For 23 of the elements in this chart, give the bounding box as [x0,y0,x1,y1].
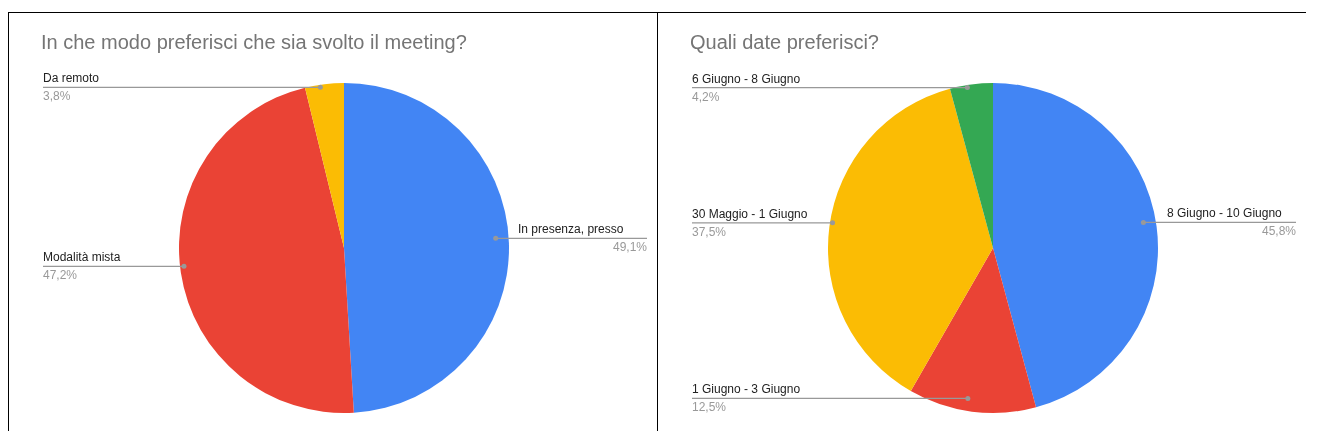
slice-label: Modalità mista [43,250,121,265]
slice-label: 30 Maggio - 1 Giugno [692,206,808,221]
data-label: 4,2% [692,89,720,104]
slice-label: 1 Giugno - 3 Giugno [692,382,801,397]
pie-slice [344,83,509,413]
data-label: 45,8% [1261,224,1297,239]
pie-slice [993,83,1158,408]
pie-slice [910,248,1037,413]
data-label: 37,5% [692,224,727,239]
slice-label: Da remoto [43,71,100,86]
data-label: 49,1% [612,240,648,255]
slice-label: 8 Giugno - 10 Giugno [1167,206,1283,221]
data-label: 47,2% [43,268,78,283]
data-label: 3,8% [43,89,71,104]
data-label: 12,5% [692,400,727,415]
slice-label: 6 Giugno - 8 Giugno [692,71,801,86]
chart-title: Quali date preferisci? [690,31,879,54]
pie-slice [949,83,993,248]
pie-slice [179,87,354,413]
pie-slice [305,83,344,248]
pie-slice [828,88,993,392]
chart-title: In che modo preferisci che sia svolto il meeting? [41,31,467,54]
slice-label: In presenza, presso [518,222,624,237]
